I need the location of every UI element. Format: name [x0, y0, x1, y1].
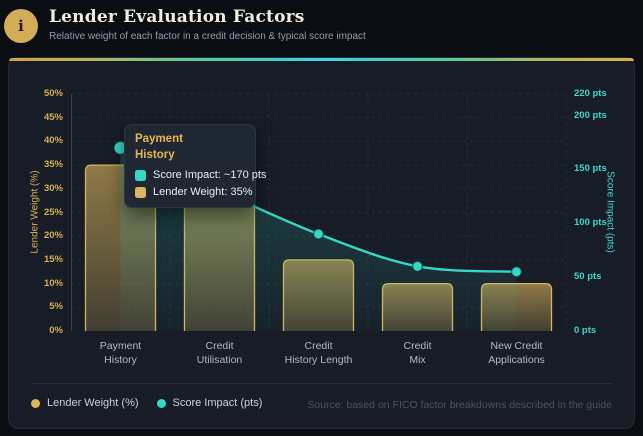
category-label-credit-mix: Credit Mix [403, 340, 432, 367]
right-tick-label: 150 pts [574, 163, 607, 175]
right-tick-label: 100 pts [574, 217, 607, 229]
left-tick-label: 50% [43, 88, 63, 99]
page-subtitle: Relative weight of each factor in a cred… [49, 31, 366, 43]
page-title: Lender Evaluation Factors [49, 7, 305, 27]
point-credit-mix[interactable] [411, 260, 424, 273]
tooltip-rows: Score Impact: ~170 pts Lender Weight: 35% [135, 169, 266, 199]
left-tick-label: 40% [43, 135, 63, 147]
info-icon-glyph: i [18, 17, 24, 35]
card-accent-bar [9, 58, 634, 61]
right-tick-label: 220 pts [574, 88, 607, 99]
left-tick-label: 5% [49, 301, 63, 313]
info-icon: i [4, 9, 38, 43]
tooltip-row-label: Lender Weight: 35% [153, 186, 253, 199]
legend-item-lender-weight-[interactable]: Lender Weight (%) [31, 397, 139, 409]
legend: Lender Weight (%) Score Impact (pts) [31, 397, 262, 409]
left-axis-ticks: 0% 5% 10% 15% 20% 25% 30% 35% 40% 45% 50% [9, 58, 63, 428]
legend-dot [31, 398, 40, 408]
tooltip-row: Score Impact: ~170 pts [135, 169, 266, 182]
category-label-credit-history-length: Credit History Length [284, 340, 353, 367]
legend-item-score-impact-pts-[interactable]: Score Impact (pts) [156, 397, 263, 409]
category-label-new-credit-applications: New Credit Applications [488, 340, 545, 367]
left-tick-label: 20% [43, 230, 63, 242]
left-tick-label: 25% [43, 206, 63, 218]
left-tick-label: 10% [43, 277, 63, 289]
right-tick-label: 0 pts [574, 325, 597, 336]
right-axis-ticks: 0 pts 50 pts 100 pts 150 pts 200 pts 220 pts [574, 58, 626, 428]
tooltip-swatch [135, 187, 146, 199]
page-header: i Lender Evaluation Factors Relative wei… [4, 6, 366, 43]
point-credit-history-length[interactable] [312, 228, 325, 240]
legend-divider [31, 383, 612, 384]
source-note: Source: based on FICO factor breakdowns … [307, 399, 612, 411]
left-tick-label: 0% [49, 325, 63, 336]
left-tick-label: 30% [43, 182, 63, 194]
tooltip-title: Payment History [135, 133, 183, 161]
category-label-credit-utilisation: Credit Utilisation [196, 340, 243, 367]
chart-tooltip: Payment History Score Impact: ~170 pts Le… [124, 124, 266, 209]
tooltip-row-label: Score Impact: ~170 pts [153, 169, 267, 182]
category-label-payment-history: Payment History [99, 340, 142, 367]
right-tick-label: 200 pts [574, 109, 607, 121]
tooltip-row: Lender Weight: 35% [135, 186, 252, 199]
chart-card: Lender Weight (%) Score Impact (pts) 0% 5… [8, 57, 635, 429]
left-tick-label: 15% [43, 253, 63, 265]
legend-label: Lender Weight (%) [47, 397, 139, 409]
header-text: Lender Evaluation Factors Relative weigh… [49, 6, 366, 42]
right-tick-label: 50 pts [574, 271, 602, 283]
tooltip-swatch [135, 170, 146, 182]
left-tick-label: 45% [43, 111, 63, 123]
left-tick-label: 35% [43, 159, 63, 171]
point-new-credit-applications[interactable] [510, 266, 523, 278]
legend-label: Score Impact (pts) [172, 397, 263, 409]
legend-dot [156, 398, 166, 408]
